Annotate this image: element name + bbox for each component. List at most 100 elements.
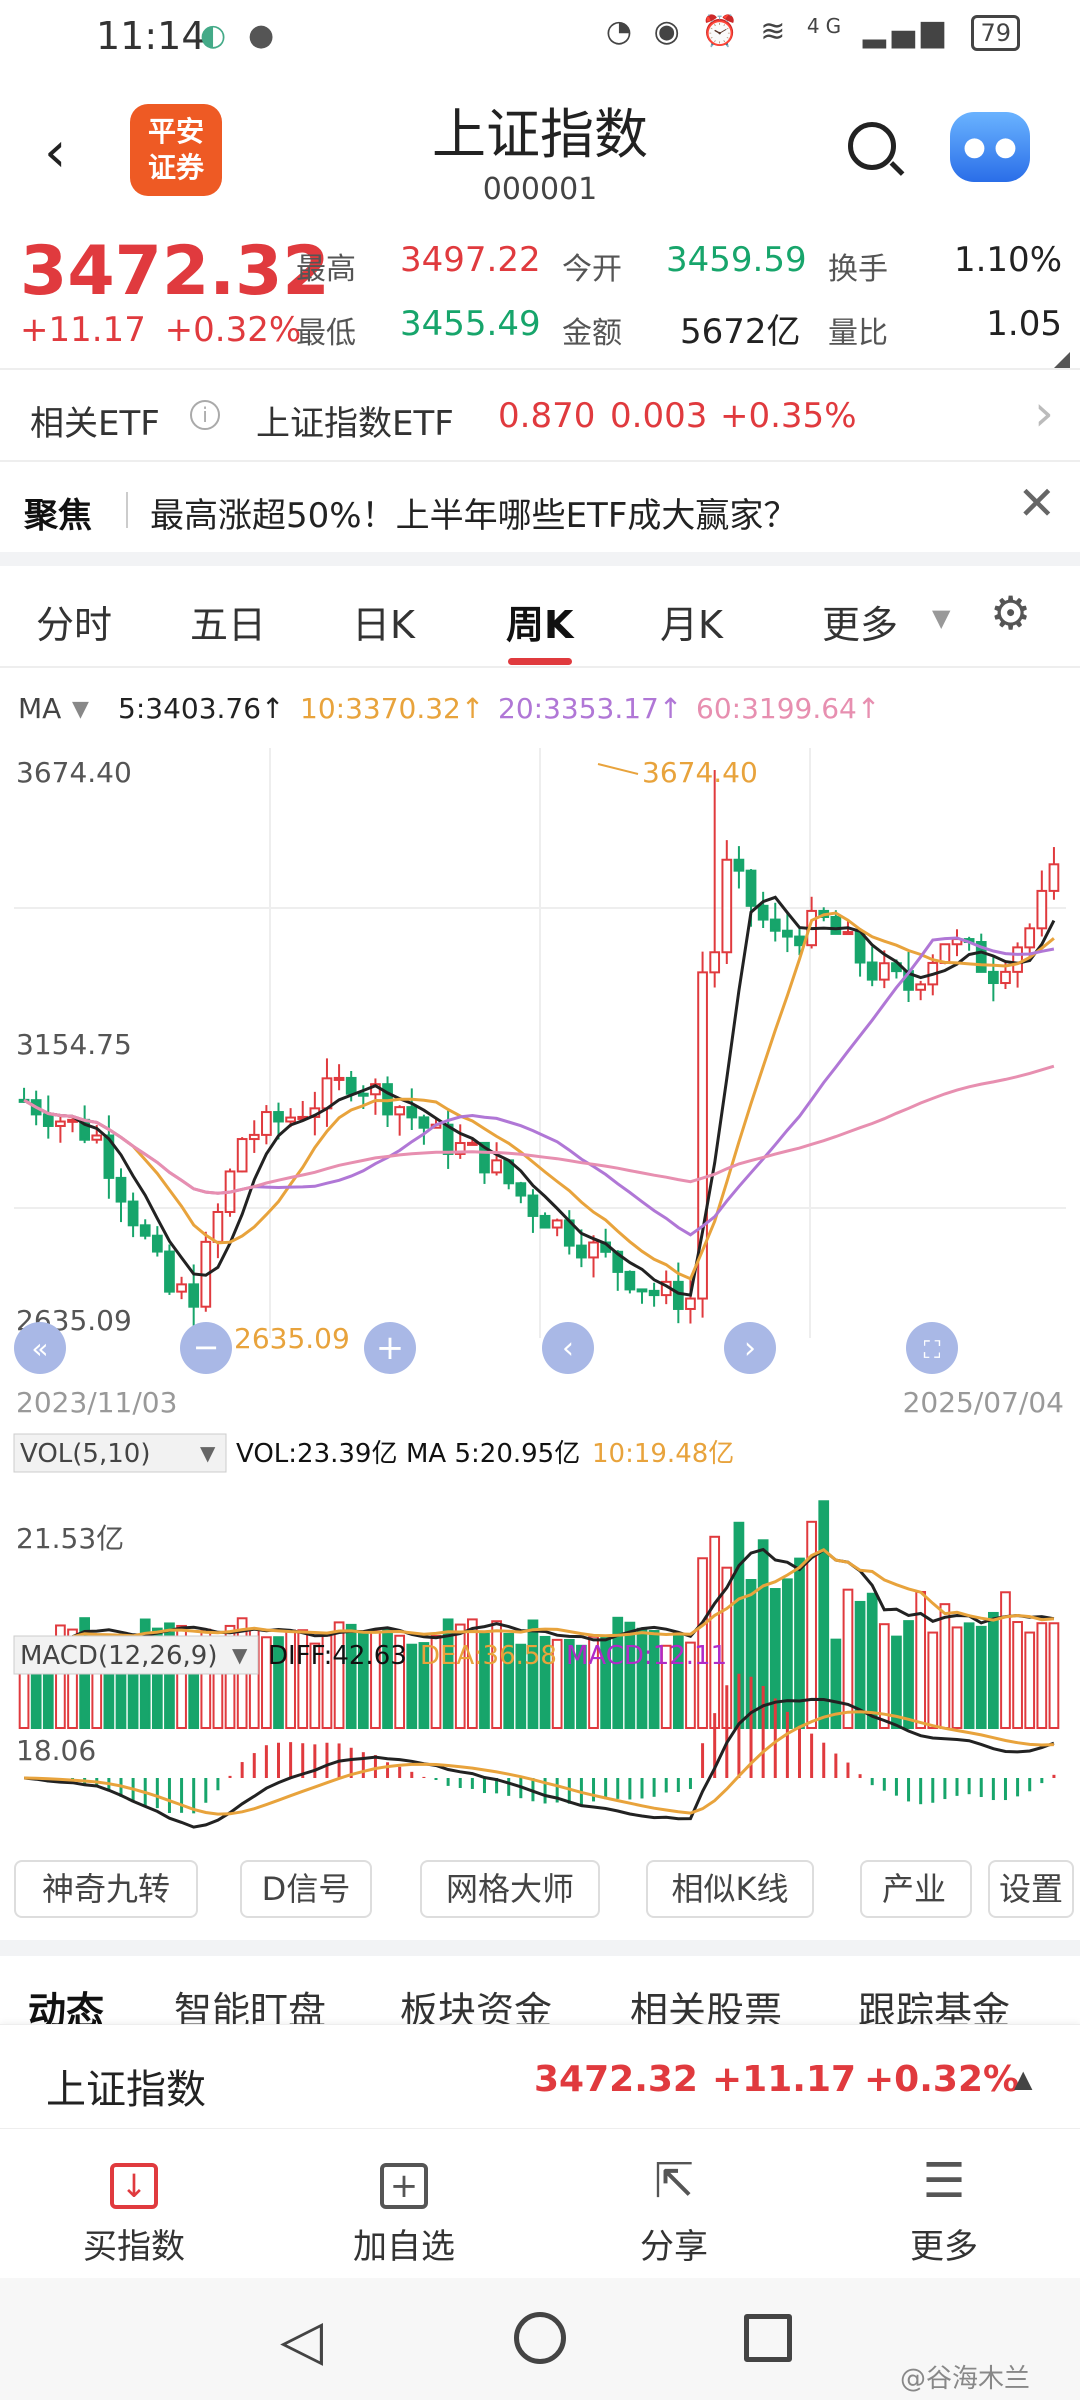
amount-value: 5672亿 — [680, 312, 801, 352]
macd-label: MACD(12,26,9) — [20, 1641, 217, 1671]
volume-bar — [612, 1616, 624, 1730]
candle — [127, 1200, 139, 1227]
vol-selector[interactable] — [13, 1433, 227, 1473]
search-icon[interactable] — [848, 122, 896, 170]
settings-gear-icon[interactable]: ⚙ — [990, 586, 1032, 640]
candle — [709, 951, 721, 974]
add-watchlist-button[interactable]: + 加自选 — [314, 2153, 494, 2268]
info-icon[interactable]: i — [190, 400, 220, 430]
tab-five-day[interactable]: 五日 — [190, 603, 267, 647]
ma60-legend: 60:3199.64↑ — [696, 692, 880, 725]
tool-industry-chain[interactable]: 产业链 — [860, 1860, 972, 1918]
page-title: 上证指数 — [432, 103, 648, 166]
vol-dropdown-icon[interactable]: ▼ — [200, 1441, 216, 1465]
volume-bar — [697, 1557, 708, 1729]
period-tabs: 分时 五日 日K 周K 月K 更多 ▼ ⚙ — [0, 566, 1080, 666]
sticky-change: +11.17 — [712, 2059, 857, 2100]
volume-bar — [261, 1636, 272, 1730]
tool-settings[interactable]: 设置 — [988, 1860, 1074, 1918]
candle — [745, 869, 757, 907]
chevron-right-icon[interactable]: › — [1034, 384, 1054, 442]
tab-more[interactable]: 更多 — [822, 603, 899, 647]
download-icon: ↓ — [44, 2153, 224, 2211]
header: ‹ 平安证券 上证指数 000001 ● ● — [0, 90, 1080, 220]
close-icon[interactable]: ✕ — [1017, 476, 1056, 530]
volume-bar — [273, 1636, 284, 1729]
sticky-change-pct: +0.32% — [864, 2059, 1020, 2100]
back-arrow-icon[interactable]: ‹ — [44, 120, 67, 185]
zoom-out-button[interactable]: − — [180, 1322, 232, 1374]
candle — [103, 1134, 115, 1179]
macd-selector[interactable] — [13, 1635, 259, 1675]
candle — [794, 935, 805, 947]
fullscreen-button[interactable]: ⛶ — [906, 1322, 958, 1374]
nav-back-icon[interactable]: ◁ — [280, 2308, 324, 2373]
candles-group — [18, 770, 1060, 1328]
volume-bar — [951, 1626, 963, 1730]
tab-weekly-k[interactable]: 周K — [506, 603, 574, 647]
high-value: 3497.22 — [400, 240, 541, 280]
volume-ratio-label: 量比 — [828, 316, 888, 351]
candle — [685, 1297, 696, 1310]
ma-dropdown-icon[interactable]: ▼ — [72, 697, 89, 722]
content-subtabs: 动态 智能盯盘 板块资金 相关股票 跟踪基金 — [0, 1960, 1080, 2033]
candle — [866, 961, 878, 981]
buy-index-button[interactable]: ↓ 买指数 — [44, 2153, 224, 2268]
volume-bar — [648, 1630, 660, 1729]
collapse-arrow-icon[interactable]: ▲ — [1014, 2065, 1033, 2093]
candle — [491, 1159, 502, 1174]
kline-chart-area[interactable]: MA ▼ 5:3403.76↑ 10:3370.32↑ 20:3353.17↑ … — [0, 668, 1080, 1848]
tool-magic-nine[interactable]: 神奇九转 — [14, 1860, 198, 1918]
candle — [527, 1194, 539, 1217]
more-button[interactable]: ☰ 更多 — [854, 2153, 1034, 2268]
candle — [987, 970, 999, 985]
quote-panel: 3472.32 +11.17 +0.32% 最高 3497.22 最低 3455… — [0, 228, 1080, 368]
candle — [782, 929, 793, 938]
candle — [915, 983, 927, 991]
focus-news-row[interactable]: 聚焦 最高涨超50%！上半年哪些ETF成大赢家？ ✕ — [0, 462, 1080, 552]
scroll-right-button[interactable]: › — [724, 1322, 776, 1374]
volume-bar — [333, 1621, 345, 1730]
volume-bar — [878, 1623, 890, 1730]
tool-grid-master[interactable]: 网格大师 — [420, 1860, 600, 1918]
candle — [55, 1120, 66, 1127]
sticky-quote-bar[interactable]: 上证指数 3472.32 +11.17 +0.32% ▲ — [0, 2024, 1080, 2128]
volume-bar — [466, 1618, 478, 1729]
active-tab-indicator — [508, 658, 572, 665]
macd-bars-group — [34, 1673, 1056, 1814]
volume-ratio-value: 1.05 — [986, 304, 1062, 344]
share-button[interactable]: ⇱ 分享 — [584, 2153, 764, 2268]
focus-label: 聚焦 — [24, 496, 92, 536]
ma20-legend: 20:3353.17↑ — [498, 692, 682, 725]
divider — [126, 492, 128, 528]
current-price: 3472.32 — [20, 232, 330, 311]
chart-nav-buttons: « − + ‹ › ⛶ — [14, 1322, 958, 1374]
nav-recents-icon[interactable] — [744, 2314, 792, 2362]
tab-daily-k[interactable]: 日K — [352, 603, 415, 647]
tab-monthly-k[interactable]: 月K — [660, 603, 723, 647]
jump-start-button[interactable]: « — [14, 1322, 66, 1374]
candle — [648, 1289, 660, 1297]
focus-headline[interactable]: 最高涨超50%！上半年哪些ETF成大赢家？ — [150, 496, 798, 536]
tool-d-signal[interactable]: D信号 — [240, 1860, 372, 1918]
assistant-robot-icon[interactable]: ● ● — [950, 112, 1030, 182]
dropdown-icon[interactable]: ▼ — [932, 604, 951, 632]
scroll-left-button[interactable]: ‹ — [542, 1322, 594, 1374]
share-label: 分享 — [640, 2227, 708, 2267]
open-label: 今开 — [562, 252, 622, 287]
macd-dea: DEA:36.58 — [420, 1641, 557, 1671]
candle — [345, 1076, 357, 1095]
macd-dropdown-icon[interactable]: ▼ — [232, 1643, 248, 1667]
plus-box-icon: + — [314, 2153, 494, 2211]
candle — [164, 1250, 175, 1293]
volume-bar — [975, 1625, 987, 1729]
candle — [273, 1111, 284, 1123]
zoom-in-button[interactable]: + — [364, 1322, 416, 1374]
tab-intraday[interactable]: 分时 — [36, 603, 113, 647]
diff-line — [23, 1697, 1055, 1829]
app-notification-icon: ◐ — [200, 18, 227, 53]
tool-similar-kline[interactable]: 相似K线 — [646, 1860, 814, 1918]
expand-corner-icon[interactable] — [1054, 352, 1070, 368]
related-etf-row[interactable]: 相关ETF i 上证指数ETF 0.870 0.003 +0.35% › — [0, 370, 1080, 460]
nav-home-icon[interactable] — [514, 2312, 566, 2364]
